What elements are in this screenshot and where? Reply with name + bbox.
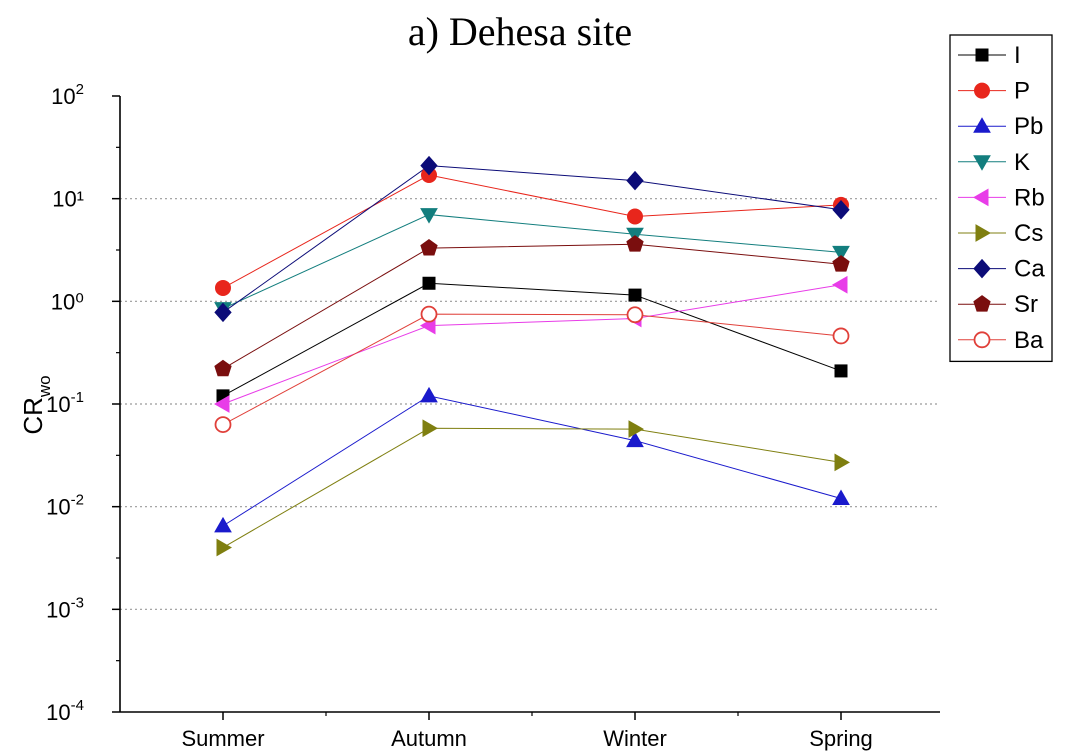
- legend-marker-i: [975, 48, 989, 62]
- legend-label-pb: Pb: [1014, 113, 1043, 140]
- series-line-sr: [222, 243, 842, 370]
- legend-label-k: K: [1014, 149, 1030, 176]
- legend-marker-cs: [975, 224, 992, 242]
- data-point-ba: [420, 305, 438, 323]
- legend-marker-rb: [972, 188, 989, 207]
- data-point-cs: [834, 453, 851, 472]
- data-point-k: [832, 245, 850, 262]
- legend-box: [949, 34, 1053, 363]
- data-point-cs: [422, 419, 439, 438]
- data-point-i: [834, 364, 848, 378]
- series-line-rb: [222, 284, 842, 405]
- gridlines: [120, 198, 940, 610]
- series-line-k: [222, 214, 842, 310]
- legend-marker-k: [973, 155, 991, 171]
- series-line-pb: [222, 395, 842, 527]
- data-point-ba: [214, 416, 232, 434]
- x-tick-label: Winter: [603, 726, 667, 751]
- data-point-pb: [420, 386, 438, 403]
- data-point-sr: [420, 238, 438, 256]
- series-line-ba: [222, 313, 842, 426]
- legend-label-cs: Cs: [1014, 220, 1043, 247]
- data-point-ca: [626, 170, 644, 191]
- y-axis-ticks: 10-4 10-3 10-2 10-1 10⁰ 10¹ 102: [46, 81, 120, 725]
- legend-marker-pb: [973, 117, 991, 133]
- series-markers: [213, 155, 851, 557]
- x-tick-label: Spring: [809, 726, 873, 751]
- y-tick-label: 10¹: [52, 187, 84, 212]
- data-point-i: [422, 276, 436, 290]
- data-point-ba: [832, 327, 850, 345]
- data-point-i: [628, 288, 642, 302]
- data-point-pb: [832, 489, 850, 506]
- legend-marker-p: [974, 82, 990, 99]
- legend: IP Pb K Rb Cs Ca Sr Ba: [949, 34, 1053, 363]
- data-point-ba: [626, 306, 644, 324]
- legend-label-p: P: [1014, 78, 1030, 105]
- y-tick-label: 10-3: [46, 594, 84, 622]
- data-point-sr: [832, 255, 850, 272]
- legend-label-sr: Sr: [1014, 291, 1038, 318]
- data-point-k: [420, 208, 438, 224]
- data-point-ca: [214, 302, 232, 323]
- series-lines: [222, 165, 842, 548]
- data-point-p: [215, 279, 231, 296]
- x-tick-label: Summer: [181, 726, 264, 751]
- y-tick-label: 10⁰: [51, 289, 84, 314]
- y-tick-label: 10-1: [46, 389, 84, 417]
- legend-label-rb: Rb: [1014, 184, 1045, 211]
- data-point-cs: [628, 420, 645, 438]
- legend-label-ca: Ca: [1014, 256, 1045, 283]
- x-axis-ticks: Summer Autumn Winter Spring: [181, 712, 873, 751]
- legend-marker-ba: [973, 331, 991, 349]
- y-tick-label: 10-2: [46, 492, 84, 520]
- data-point-sr: [626, 235, 644, 252]
- legend-marker-ca: [973, 258, 991, 279]
- legend-label-ba: Ba: [1014, 327, 1044, 354]
- y-tick-label: 102: [51, 81, 84, 109]
- legend-label-i: I: [1014, 42, 1021, 69]
- x-tick-label: Autumn: [391, 726, 467, 751]
- data-point-cs: [216, 538, 233, 557]
- series-line-cs: [222, 427, 842, 548]
- y-axis-label: CRwo: [18, 375, 54, 434]
- data-point-sr: [214, 359, 232, 377]
- series-line-i: [222, 282, 842, 397]
- data-point-p: [627, 208, 643, 225]
- legend-marker-sr: [973, 295, 991, 312]
- data-point-pb: [214, 516, 232, 533]
- data-point-rb: [831, 275, 848, 294]
- data-point-pb: [626, 431, 644, 448]
- data-point-rb: [213, 395, 230, 413]
- series-line-p: [222, 174, 842, 289]
- series-line-ca: [222, 165, 842, 313]
- chart-title: a) Dehesa site: [408, 9, 632, 54]
- data-point-ca: [832, 199, 850, 220]
- y-tick-label: 10-4: [46, 697, 84, 725]
- data-point-ca: [420, 155, 438, 176]
